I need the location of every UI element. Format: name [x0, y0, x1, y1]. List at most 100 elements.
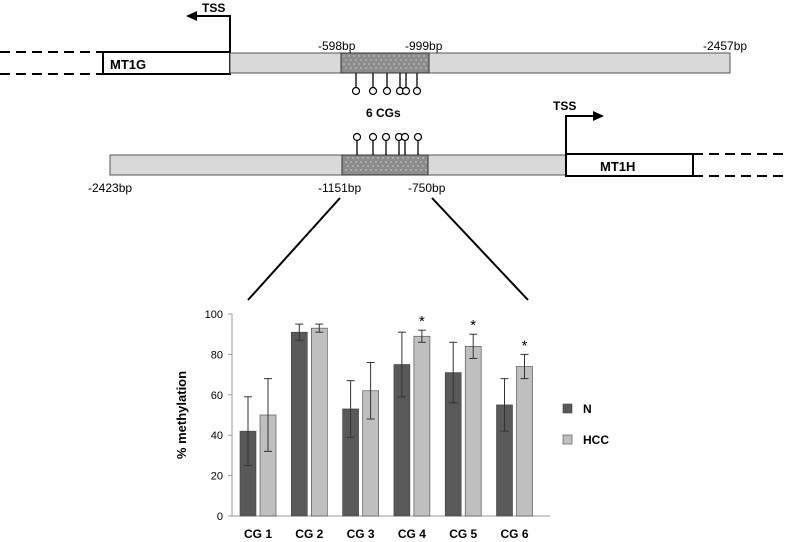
cg-site-circle: [368, 86, 378, 96]
island-dot: [413, 55, 415, 57]
island-dot: [407, 157, 409, 159]
island-dot: [405, 59, 407, 61]
island-dot: [410, 169, 412, 171]
legend-swatch: [562, 403, 573, 414]
island-dot: [345, 169, 347, 171]
island-dot: [397, 165, 399, 167]
mt1h-pos-left: -1151bp: [318, 181, 361, 195]
island-dot: [415, 161, 417, 163]
island-dot: [343, 55, 345, 57]
y-tick-label: 0: [217, 511, 223, 523]
significance-marker: *: [470, 317, 476, 334]
island-dot: [350, 67, 352, 69]
island-dot: [365, 161, 367, 163]
mt1h-tss-arrowhead: [593, 111, 604, 121]
island-dot: [358, 63, 360, 65]
island-dot: [368, 63, 370, 65]
island-dot: [408, 63, 410, 65]
legend: N HCC: [562, 402, 609, 447]
cg-site-circle: [382, 86, 392, 96]
island-dot: [422, 157, 424, 159]
island-dot: [377, 157, 379, 159]
island-dot: [357, 165, 359, 167]
island-dot: [392, 157, 394, 159]
y-ticks: 0 20 40 60 80 100: [205, 309, 232, 523]
mt1h-cg-island: [341, 154, 429, 176]
island-dot: [345, 161, 347, 163]
island-dot: [375, 161, 377, 163]
island-dot: [345, 59, 347, 61]
island-dot: [400, 59, 402, 61]
island-dot: [388, 63, 390, 65]
island-dot: [362, 165, 364, 167]
island-dot: [420, 67, 422, 69]
island-dot: [388, 55, 390, 57]
island-dot: [420, 169, 422, 171]
island-dot: [398, 63, 400, 65]
island-dot: [412, 157, 414, 159]
island-dot: [385, 67, 387, 69]
island-dot: [417, 157, 419, 159]
island-dot: [348, 63, 350, 65]
island-dot: [353, 63, 355, 65]
x-ticks: CG 1 CG 2 CG 3 CG 4 CG 5 CG 6: [244, 527, 529, 541]
island-dot: [423, 55, 425, 57]
island-dot: [350, 169, 352, 171]
island-dot: [373, 63, 375, 65]
significance-marker: *: [522, 337, 528, 354]
island-dot: [380, 59, 382, 61]
island-dot: [390, 161, 392, 163]
island-dot: [387, 165, 389, 167]
mt1g-tss-label: TSS: [202, 1, 225, 15]
island-dot: [370, 169, 372, 171]
island-dot: [403, 63, 405, 65]
island-dot: [363, 55, 365, 57]
mt1h-tss-arrow: [565, 115, 597, 154]
mt1h-gene-label: MT1H: [600, 159, 635, 174]
mt1g-gene-label: MT1G: [110, 57, 146, 72]
mt1h-promoter-region: [109, 154, 567, 176]
island-dot: [362, 157, 364, 159]
mt1h-gene-map: MT1H TSS -2423bp -1151bp -750bp: [88, 99, 787, 195]
island-dot: [348, 55, 350, 57]
island-dot: [410, 161, 412, 163]
y-tick-label: 100: [205, 309, 223, 321]
island-dot: [413, 63, 415, 65]
x-tick-label: CG 3: [347, 527, 375, 541]
island-dot: [387, 157, 389, 159]
island-dot: [393, 55, 395, 57]
island-dot: [365, 59, 367, 61]
cg-site-circle: [413, 132, 423, 142]
island-dot: [378, 55, 380, 57]
island-dot: [405, 161, 407, 163]
island-dot: [383, 55, 385, 57]
cg-site-circle: [351, 86, 361, 96]
island-dot: [403, 55, 405, 57]
island-dot: [405, 169, 407, 171]
island-dot: [425, 169, 427, 171]
y-tick-label: 80: [211, 349, 223, 361]
island-dot: [360, 169, 362, 171]
island-dot: [377, 165, 379, 167]
island-dot: [398, 55, 400, 57]
x-tick-label: CG 4: [398, 527, 426, 541]
island-dot: [418, 63, 420, 65]
island-dot: [405, 67, 407, 69]
island-dot: [378, 63, 380, 65]
island-dot: [425, 59, 427, 61]
y-tick-label: 20: [211, 471, 223, 483]
cg-site-circle: [352, 132, 362, 142]
island-dot: [412, 165, 414, 167]
island-dot: [370, 67, 372, 69]
island-dot: [375, 59, 377, 61]
island-dot: [418, 55, 420, 57]
island-dot: [368, 55, 370, 57]
mt1g-gene-map: MT1G TSS -598bp -999bp -2457bp: [0, 1, 747, 96]
significance-marker: *: [419, 313, 425, 330]
island-dot: [385, 169, 387, 171]
island-dot: [380, 67, 382, 69]
mt1h-gene-box: [565, 153, 694, 177]
x-tick-label: CG 5: [449, 527, 477, 541]
island-dot: [360, 67, 362, 69]
island-dot: [355, 169, 357, 171]
